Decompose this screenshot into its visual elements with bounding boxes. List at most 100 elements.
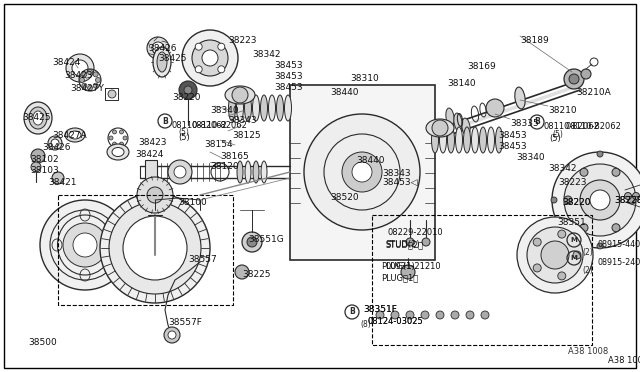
Circle shape (82, 83, 87, 88)
Text: 38169: 38169 (467, 62, 496, 71)
Text: 38100: 38100 (178, 198, 207, 207)
Text: 08915-44010: 08915-44010 (598, 240, 640, 249)
Ellipse shape (479, 127, 486, 153)
Circle shape (195, 66, 202, 73)
Circle shape (202, 50, 218, 66)
Circle shape (391, 311, 399, 319)
Circle shape (195, 43, 202, 50)
Ellipse shape (244, 95, 252, 121)
Circle shape (182, 30, 238, 86)
Circle shape (481, 311, 489, 319)
Text: 38342: 38342 (548, 164, 577, 173)
Text: 38551G: 38551G (248, 235, 284, 244)
Circle shape (573, 251, 581, 259)
Text: 38351F: 38351F (363, 305, 397, 314)
Text: (2): (2) (582, 247, 593, 257)
Text: PLUG(1): PLUG(1) (381, 262, 415, 271)
Text: 38453◁: 38453◁ (382, 178, 417, 187)
Text: 08110-82062: 08110-82062 (172, 121, 228, 130)
Ellipse shape (285, 95, 291, 121)
Circle shape (218, 66, 225, 73)
Circle shape (120, 142, 124, 146)
Circle shape (304, 114, 420, 230)
Circle shape (517, 217, 593, 293)
Circle shape (31, 162, 41, 172)
Ellipse shape (462, 118, 470, 136)
Circle shape (558, 272, 566, 280)
Ellipse shape (157, 52, 167, 72)
Text: 38426: 38426 (42, 143, 70, 152)
Text: A38 1008: A38 1008 (608, 356, 640, 365)
Ellipse shape (48, 136, 62, 150)
Text: 38340: 38340 (210, 106, 239, 115)
Ellipse shape (152, 42, 164, 54)
Text: 38223: 38223 (228, 36, 257, 45)
Circle shape (551, 197, 557, 203)
Circle shape (406, 238, 414, 246)
Circle shape (580, 168, 588, 176)
Text: 38440: 38440 (330, 88, 358, 97)
Text: 38220: 38220 (172, 93, 200, 102)
Ellipse shape (72, 60, 88, 76)
Circle shape (580, 180, 620, 220)
Text: 38424: 38424 (135, 150, 163, 159)
Ellipse shape (24, 102, 52, 134)
Circle shape (628, 196, 636, 204)
Ellipse shape (237, 161, 243, 183)
Text: 38140: 38140 (447, 79, 476, 88)
Text: 38557: 38557 (188, 255, 217, 264)
Circle shape (108, 90, 116, 98)
Ellipse shape (253, 161, 259, 183)
Text: 38228: 38228 (614, 196, 640, 205)
Text: (8): (8) (360, 321, 371, 330)
Circle shape (401, 265, 415, 279)
Ellipse shape (107, 144, 129, 160)
Circle shape (82, 72, 87, 77)
Circle shape (73, 233, 97, 257)
Text: 38103: 38103 (30, 166, 59, 175)
Ellipse shape (463, 127, 470, 153)
Circle shape (533, 238, 541, 246)
Text: 38427A: 38427A (52, 131, 86, 140)
Text: STUD【2】: STUD【2】 (385, 240, 423, 249)
Ellipse shape (29, 107, 47, 129)
Circle shape (88, 86, 93, 90)
Circle shape (406, 311, 414, 319)
Circle shape (527, 227, 583, 283)
Circle shape (247, 237, 257, 247)
Text: 38453: 38453 (498, 142, 527, 151)
Text: 38102: 38102 (30, 155, 59, 164)
Text: (5): (5) (552, 129, 563, 138)
Text: 08110-82062: 08110-82062 (543, 122, 599, 131)
Ellipse shape (260, 95, 268, 121)
Text: 38120: 38120 (210, 162, 239, 171)
Ellipse shape (472, 127, 479, 153)
Text: 38421: 38421 (48, 178, 77, 187)
Ellipse shape (440, 127, 447, 153)
Circle shape (612, 224, 620, 232)
Text: 38500: 38500 (28, 338, 57, 347)
Text: 38225: 38225 (242, 270, 271, 279)
Text: 38335: 38335 (510, 119, 539, 128)
Circle shape (422, 238, 430, 246)
Circle shape (580, 224, 588, 232)
Circle shape (192, 40, 228, 76)
Text: 38453: 38453 (274, 83, 303, 92)
Circle shape (632, 192, 639, 199)
Text: 38423: 38423 (64, 71, 93, 80)
Text: 38427Y: 38427Y (70, 84, 104, 93)
Text: 38343: 38343 (382, 169, 411, 178)
Ellipse shape (51, 139, 59, 147)
Text: (5): (5) (178, 133, 189, 142)
Ellipse shape (495, 127, 502, 153)
Circle shape (552, 152, 640, 248)
Text: 38154: 38154 (204, 140, 232, 149)
Ellipse shape (269, 95, 275, 121)
Circle shape (625, 192, 632, 199)
Circle shape (376, 311, 384, 319)
Circle shape (352, 162, 372, 182)
Text: 08124-03025: 08124-03025 (367, 317, 423, 326)
Text: 38453: 38453 (498, 131, 527, 140)
Circle shape (558, 230, 566, 238)
Circle shape (93, 83, 98, 88)
